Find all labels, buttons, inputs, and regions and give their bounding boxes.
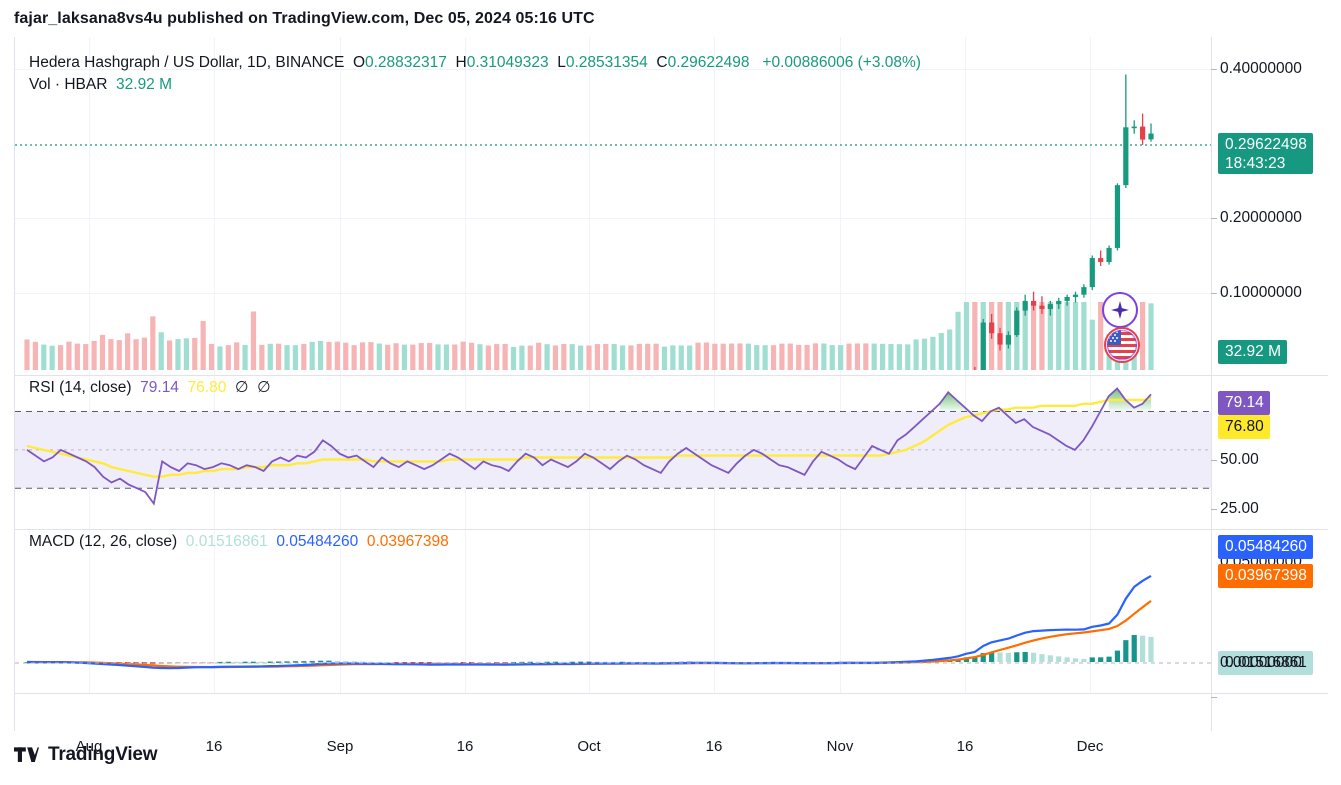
axis-tick — [1211, 293, 1217, 294]
macd-series — [24, 574, 1154, 670]
last-price-badge[interactable]: 0.29622498 18:43:23 — [1218, 133, 1313, 174]
horizontal-gridline — [15, 69, 1211, 70]
rsi-ma-badge[interactable]: 76.80 — [1218, 415, 1270, 439]
axis-tick — [1211, 509, 1217, 510]
brand-name: TradingView — [48, 744, 158, 765]
footer: TradingView — [14, 744, 158, 766]
macd-zero-label: 0.00000000 — [1220, 654, 1302, 671]
tradingview-logo-icon — [14, 747, 39, 762]
horizontal-gridline — [15, 293, 1211, 294]
x-axis-label: Aug — [75, 738, 103, 755]
sparkle-icon — [1111, 301, 1129, 319]
pane-separator[interactable] — [15, 529, 1328, 530]
price-axis-label: 0.10000000 — [1220, 284, 1302, 301]
us-flag-icon — [1106, 329, 1138, 361]
axis-tick — [1211, 69, 1217, 70]
price-axis-separator — [1211, 37, 1212, 731]
plot-area[interactable] — [15, 37, 1211, 731]
price-candlestick-series — [24, 74, 1154, 370]
macd-signal-badge[interactable]: 0.03967398 — [1218, 564, 1313, 588]
macd-zero-line — [15, 662, 1211, 664]
x-axis-label: Oct — [577, 738, 601, 755]
chart-frame: Hedera Hashgraph / US Dollar, 1D, BINANC… — [14, 37, 1328, 755]
x-axis-label: 16 — [956, 738, 974, 755]
rsi-axis-label: 25.00 — [1220, 500, 1259, 517]
rsi-value-badge[interactable]: 79.14 — [1218, 391, 1270, 415]
x-axis-label: 16 — [205, 738, 223, 755]
x-axis-label: Sep — [326, 738, 354, 755]
publisher-line: fajar_laksana8vs4u published on TradingV… — [14, 10, 595, 27]
vertical-gridline — [89, 37, 90, 693]
x-axis-label: 16 — [456, 738, 474, 755]
vertical-gridline — [214, 37, 215, 693]
last-price-value: 0.29622498 — [1225, 136, 1307, 153]
pane-separator[interactable] — [15, 375, 1328, 376]
price-axis-label: 0.40000000 — [1220, 60, 1302, 77]
us-flag-button[interactable] — [1104, 327, 1140, 363]
price-axis-label: 0.20000000 — [1220, 209, 1302, 226]
time-axis-separator — [15, 693, 1328, 694]
rsi-axis-label: 50.00 — [1220, 451, 1259, 468]
x-axis-label: 16 — [705, 738, 723, 755]
macd-line-badge[interactable]: 0.05484260 — [1218, 535, 1313, 559]
horizontal-gridline — [15, 218, 1211, 219]
volume-badge[interactable]: 32.92 M — [1218, 340, 1288, 364]
x-axis-label: Nov — [826, 738, 854, 755]
macd-histogram-badge[interactable]: 0.01516861 — [1218, 651, 1313, 675]
bar-countdown-value: 18:43:23 — [1225, 155, 1286, 172]
vertical-gridline — [340, 37, 341, 693]
rsi-series — [15, 387, 1211, 506]
axis-tick — [1211, 460, 1217, 461]
x-axis-label: Dec — [1076, 738, 1104, 755]
axis-tick — [1211, 218, 1217, 219]
axis-tick — [1211, 697, 1217, 698]
ai-sparkle-button[interactable] — [1102, 292, 1138, 328]
